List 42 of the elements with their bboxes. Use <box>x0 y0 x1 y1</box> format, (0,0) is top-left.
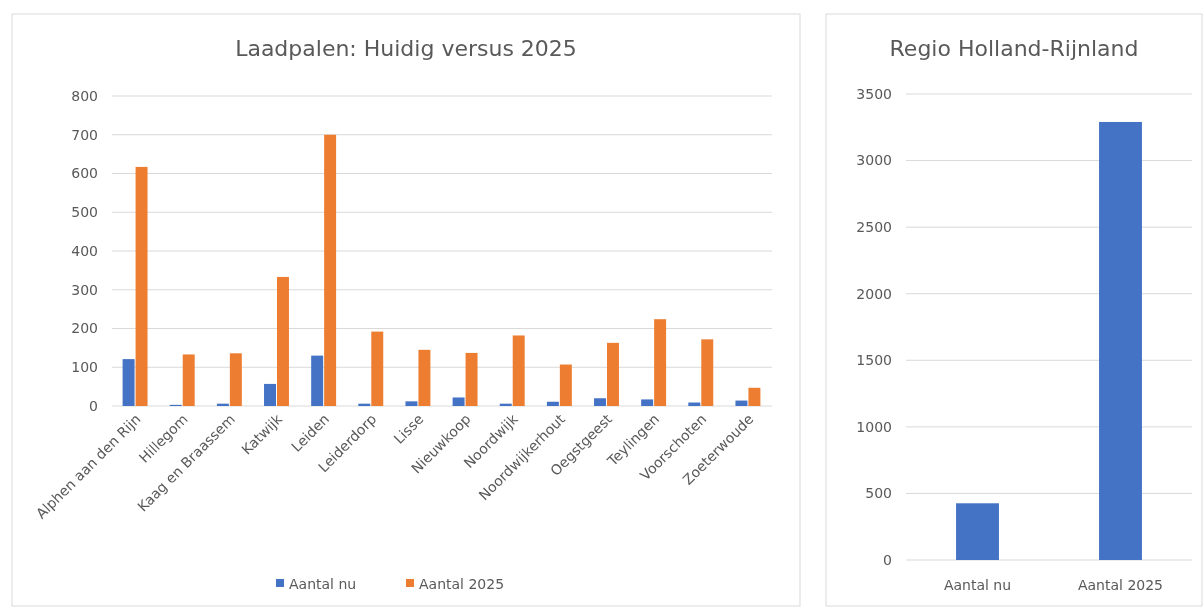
bar <box>311 355 324 406</box>
y-tick-label: 200 <box>71 320 98 337</box>
y-tick-label: 400 <box>71 242 98 259</box>
y-tick-label: 100 <box>71 359 98 376</box>
bar <box>654 319 667 406</box>
bar <box>229 353 242 406</box>
bar <box>735 400 748 406</box>
y-tick-label: 800 <box>71 87 98 104</box>
y-tick-label: 0 <box>89 397 98 414</box>
y-tick-label: 2500 <box>856 219 892 236</box>
y-tick-label: 1000 <box>856 418 892 435</box>
bar <box>641 399 654 406</box>
bar <box>546 401 559 406</box>
y-tick-label: 500 <box>71 204 98 221</box>
bar <box>594 398 606 406</box>
bar <box>135 166 148 406</box>
bar <box>405 401 418 406</box>
bar <box>182 354 195 406</box>
y-tick-label: 700 <box>71 126 98 143</box>
y-tick-label: 2000 <box>856 285 892 302</box>
bar <box>512 335 525 406</box>
chart-title: Regio Holland-Rijnland <box>889 36 1139 61</box>
bar <box>452 397 465 406</box>
chart-title: Laadpalen: Huidig versus 2025 <box>235 36 577 61</box>
y-tick-label: 3000 <box>856 152 892 169</box>
bar <box>559 364 572 406</box>
y-tick-label: 500 <box>865 485 892 502</box>
bar <box>748 387 761 406</box>
bar <box>418 349 431 406</box>
y-tick-label: 300 <box>71 281 98 298</box>
bar <box>701 339 714 406</box>
y-tick-label: 600 <box>71 165 98 182</box>
bar <box>122 359 135 406</box>
y-tick-label: 3500 <box>856 85 892 102</box>
bar <box>277 276 289 406</box>
bar <box>264 383 276 406</box>
y-tick-label: 0 <box>883 551 892 568</box>
bar <box>465 352 478 406</box>
bar <box>324 134 337 406</box>
bar <box>607 342 619 406</box>
bar <box>371 331 384 406</box>
y-tick-label: 1500 <box>856 352 892 369</box>
